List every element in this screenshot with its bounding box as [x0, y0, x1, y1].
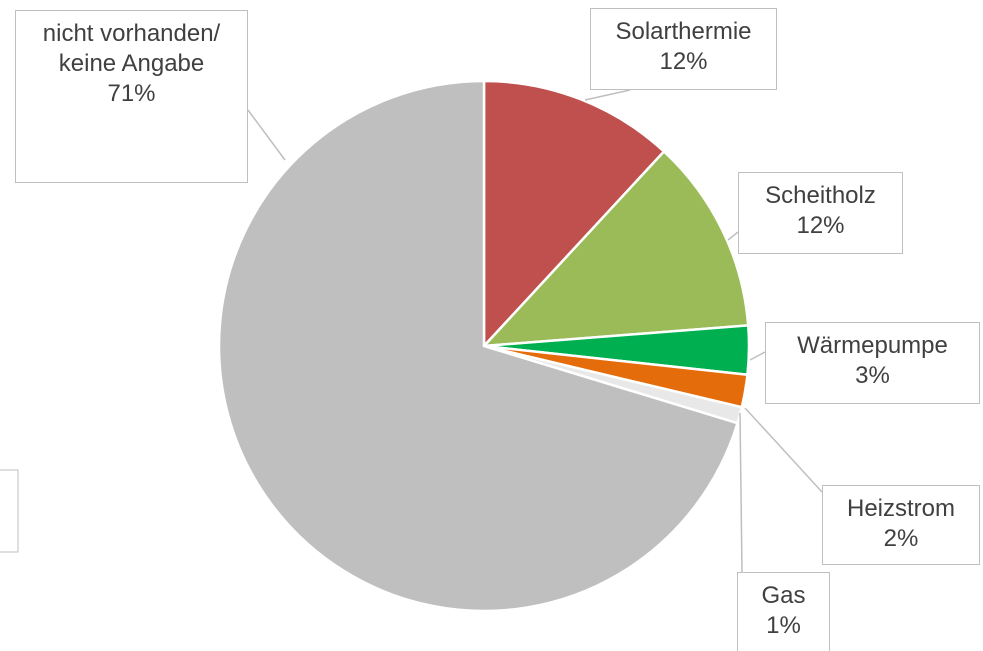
pie-slice: [480, 149, 750, 348]
data-label: Heizstrom 2%: [822, 485, 980, 565]
label-value: 2%: [883, 525, 919, 552]
leader-line: [584, 89, 631, 101]
pie-slice: [217, 79, 740, 613]
leader-line: [247, 109, 286, 161]
data-label: Scheitholz 12%: [738, 172, 903, 254]
label-name: Heizstrom: [846, 495, 955, 522]
label-name: nicht vorhanden/ keine Angabe: [42, 20, 221, 77]
data-label: nicht vorhanden/ keine Angabe 71%: [15, 10, 248, 183]
data-label: Gas 1%: [737, 572, 830, 651]
label-value: 12%: [659, 48, 708, 75]
leader-line: [749, 351, 766, 361]
data-label: Wärmepumpe 3%: [765, 322, 980, 404]
label-value: 71%: [107, 80, 156, 107]
label-name: Gas: [761, 582, 806, 609]
data-label: Solarthermie 12%: [590, 8, 777, 90]
label-value: 12%: [796, 212, 845, 239]
label-name: Solarthermie: [615, 18, 752, 45]
leader-line: [744, 407, 823, 493]
label-value: 1%: [766, 612, 801, 639]
leader-line: [727, 231, 739, 241]
label-name: Wärmepumpe: [797, 332, 948, 359]
label-value: 3%: [855, 362, 890, 389]
pie-slice: [482, 79, 666, 350]
clipped-label-box: [0, 469, 19, 553]
leader-line: [739, 412, 743, 573]
label-name: Scheitholz: [765, 182, 876, 209]
